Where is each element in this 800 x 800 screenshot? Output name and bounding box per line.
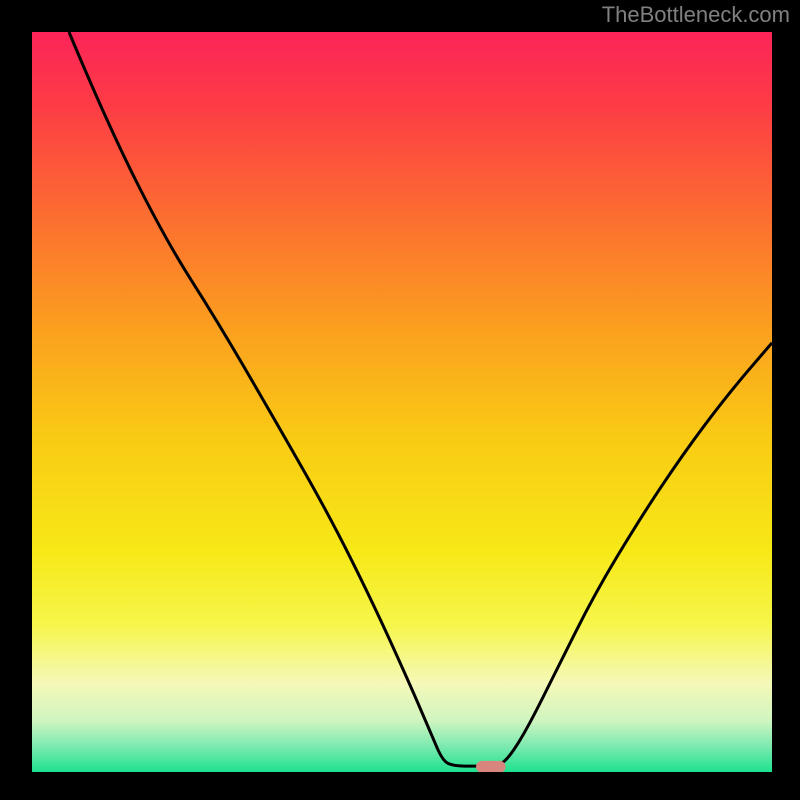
bottleneck-chart (32, 32, 772, 772)
chart-background (32, 32, 772, 772)
watermark-text: TheBottleneck.com (602, 2, 790, 28)
chart-plot-area (32, 32, 772, 772)
optimal-marker (476, 761, 506, 772)
